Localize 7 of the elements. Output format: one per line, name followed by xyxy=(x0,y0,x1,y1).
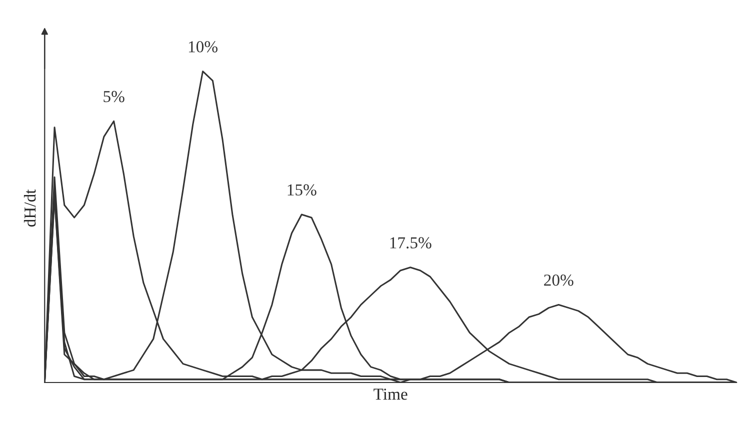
series-label: 15% xyxy=(288,184,316,196)
series-label: 10% xyxy=(188,41,218,52)
y-axis-title: dH/dt xyxy=(24,189,36,227)
x-axis-title: Time xyxy=(374,388,408,400)
series-label: 17.5% xyxy=(390,237,432,248)
series-label: 20% xyxy=(544,274,574,286)
series-label: 5% xyxy=(104,90,124,102)
